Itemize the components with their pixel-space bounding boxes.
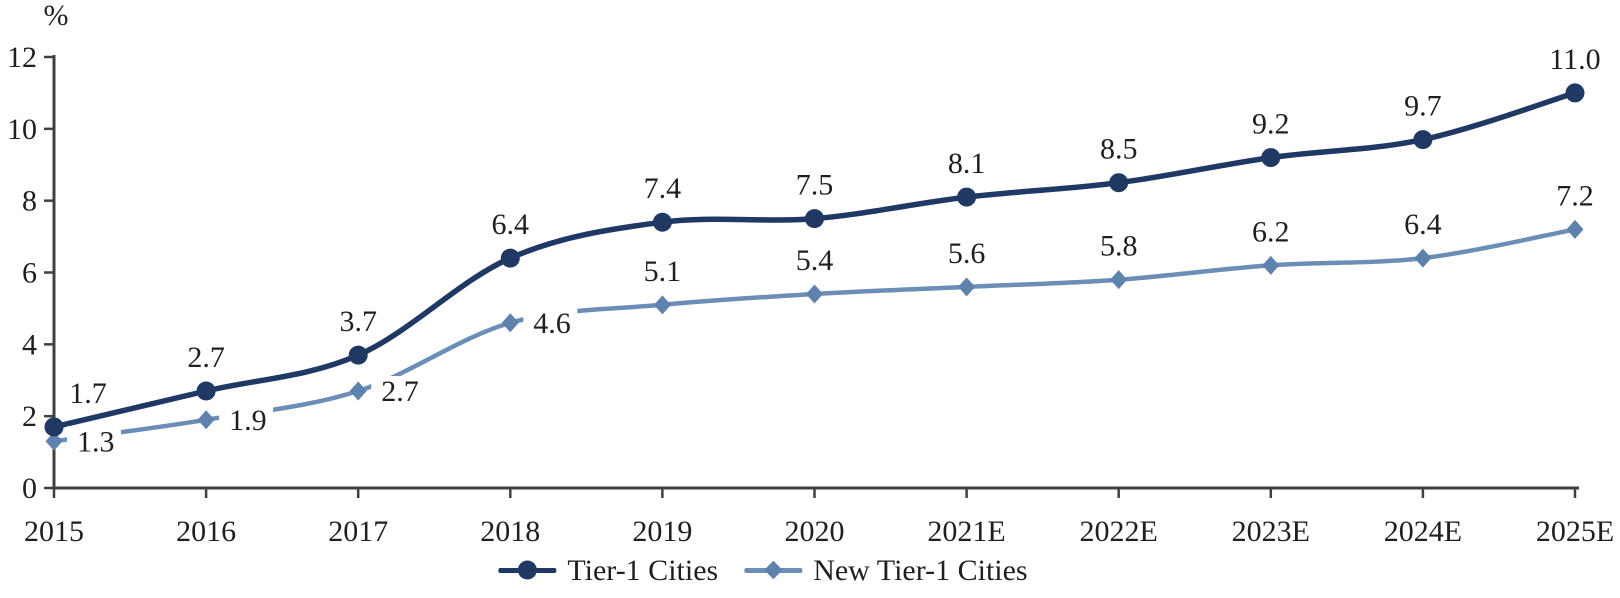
y-tick-label-4: 4: [22, 328, 37, 361]
data-label-new-tier-1-cities-2025e: 7.2: [1556, 179, 1594, 212]
data-point-new-tier-1-cities-2015: [45, 431, 63, 451]
data-point-new-tier-1-cities-2021e: [958, 277, 976, 297]
data-point-tier-1-cities-2019: [652, 212, 672, 232]
data-label-new-tier-1-cities-2023e: 6.2: [1252, 215, 1290, 248]
x-tick-label-2017: 2017: [328, 515, 388, 548]
data-point-tier-1-cities-2021e: [957, 187, 977, 207]
label-mask: [523, 307, 578, 340]
data-label-new-tier-1-cities-2017: 2.7: [381, 375, 419, 408]
data-label-tier-1-cities-2022e: 8.5: [1100, 133, 1138, 166]
data-point-new-tier-1-cities-2019: [653, 295, 671, 315]
line-chart: 0 2 4 6 8 10 12% 2015 2016 2017 2018 2019 2020 2021E 2…: [7, 0, 1614, 548]
data-point-tier-1-cities-2018: [500, 248, 520, 268]
chart-legend: Tier-1 Cities New Tier-1 Cities: [498, 554, 1028, 587]
y-tick-label-6: 6: [22, 257, 37, 290]
data-point-new-tier-1-cities-2022e: [1110, 270, 1128, 290]
label-mask: [371, 376, 426, 409]
data-point-tier-1-cities-2024e: [1413, 130, 1433, 150]
data-label-tier-1-cities-2025e: 11.0: [1549, 43, 1600, 76]
data-label-new-tier-1-cities-2015: 1.3: [77, 425, 115, 458]
data-label-tier-1-cities-2020: 7.5: [796, 169, 834, 202]
tier1-cities-line-circle-icon: [498, 559, 557, 581]
data-label-tier-1-cities-2023e: 9.2: [1252, 108, 1290, 141]
y-tick-label-12: 12: [7, 41, 37, 74]
x-tick-label-2019: 2019: [632, 515, 692, 548]
data-label-tier-1-cities-2016: 2.7: [187, 341, 225, 374]
data-point-new-tier-1-cities-2017: [349, 381, 367, 401]
y-tick-label-8: 8: [22, 185, 37, 218]
y-tick-label-2: 2: [22, 400, 37, 433]
data-point-tier-1-cities-2023e: [1261, 148, 1281, 168]
circle-marker-icon: [517, 560, 537, 580]
data-point-new-tier-1-cities-2016: [197, 410, 215, 430]
data-label-tier-1-cities-2024e: 9.7: [1404, 90, 1442, 123]
x-tick-label-2022e: 2022E: [1080, 515, 1158, 548]
data-label-tier-1-cities-2021e: 8.1: [948, 147, 986, 180]
data-label-tier-1-cities-2018: 6.4: [492, 208, 530, 241]
x-tick-label-2024e: 2024E: [1384, 515, 1462, 548]
x-tick-label-2015: 2015: [24, 515, 84, 548]
data-label-new-tier-1-cities-2020: 5.4: [796, 244, 834, 277]
data-point-tier-1-cities-2022e: [1109, 173, 1129, 193]
data-point-tier-1-cities-2017: [348, 345, 368, 365]
data-point-new-tier-1-cities-2020: [806, 284, 823, 304]
data-point-tier-1-cities-2020: [805, 209, 824, 229]
data-point-new-tier-1-cities-2024e: [1414, 248, 1432, 268]
y-axis-unit-label: %: [44, 0, 69, 32]
data-point-tier-1-cities-2025e: [1565, 83, 1585, 103]
legend-label-tier1-cities: Tier-1 Cities: [567, 554, 719, 587]
label-mask: [67, 426, 121, 459]
new-tier1-cities-line-diamond-icon: [744, 559, 803, 581]
data-label-new-tier-1-cities-2022e: 5.8: [1100, 230, 1138, 263]
x-tick-label-2020: 2020: [785, 515, 845, 548]
data-label-tier-1-cities-2017: 3.7: [339, 305, 377, 338]
data-point-new-tier-1-cities-2023e: [1262, 255, 1280, 275]
x-tick-label-2023e: 2023E: [1232, 515, 1310, 548]
data-label-new-tier-1-cities-2021e: 5.6: [948, 237, 986, 270]
data-point-new-tier-1-cities-2018: [501, 313, 519, 333]
legend-label-new-tier1-cities: New Tier-1 Cities: [813, 554, 1028, 587]
data-point-tier-1-cities-2016: [196, 381, 216, 401]
x-tick-label-2016: 2016: [176, 515, 236, 548]
diamond-marker-icon: [764, 560, 783, 580]
legend-item-tier1-cities: Tier-1 Cities: [498, 554, 718, 586]
x-tick-label-2025e: 2025E: [1536, 515, 1614, 548]
data-label-tier-1-cities-2015: 1.7: [69, 377, 107, 410]
y-tick-label-0: 0: [22, 472, 37, 505]
data-point-tier-1-cities-2015: [44, 417, 64, 437]
data-label-new-tier-1-cities-2024e: 6.4: [1404, 208, 1442, 241]
data-label-new-tier-1-cities-2016: 1.9: [229, 404, 267, 437]
x-tick-label-2018: 2018: [480, 515, 540, 548]
data-label-new-tier-1-cities-2018: 4.6: [533, 307, 571, 340]
y-tick-label-10: 10: [7, 113, 37, 146]
label-mask: [219, 404, 274, 437]
x-tick-label-2021e: 2021E: [927, 515, 1005, 548]
legend-item-new-tier1-cities: New Tier-1 Cities: [744, 554, 1028, 587]
data-label-new-tier-1-cities-2019: 5.1: [644, 255, 682, 288]
data-label-tier-1-cities-2019: 7.4: [644, 172, 682, 205]
data-point-new-tier-1-cities-2025e: [1566, 219, 1584, 239]
